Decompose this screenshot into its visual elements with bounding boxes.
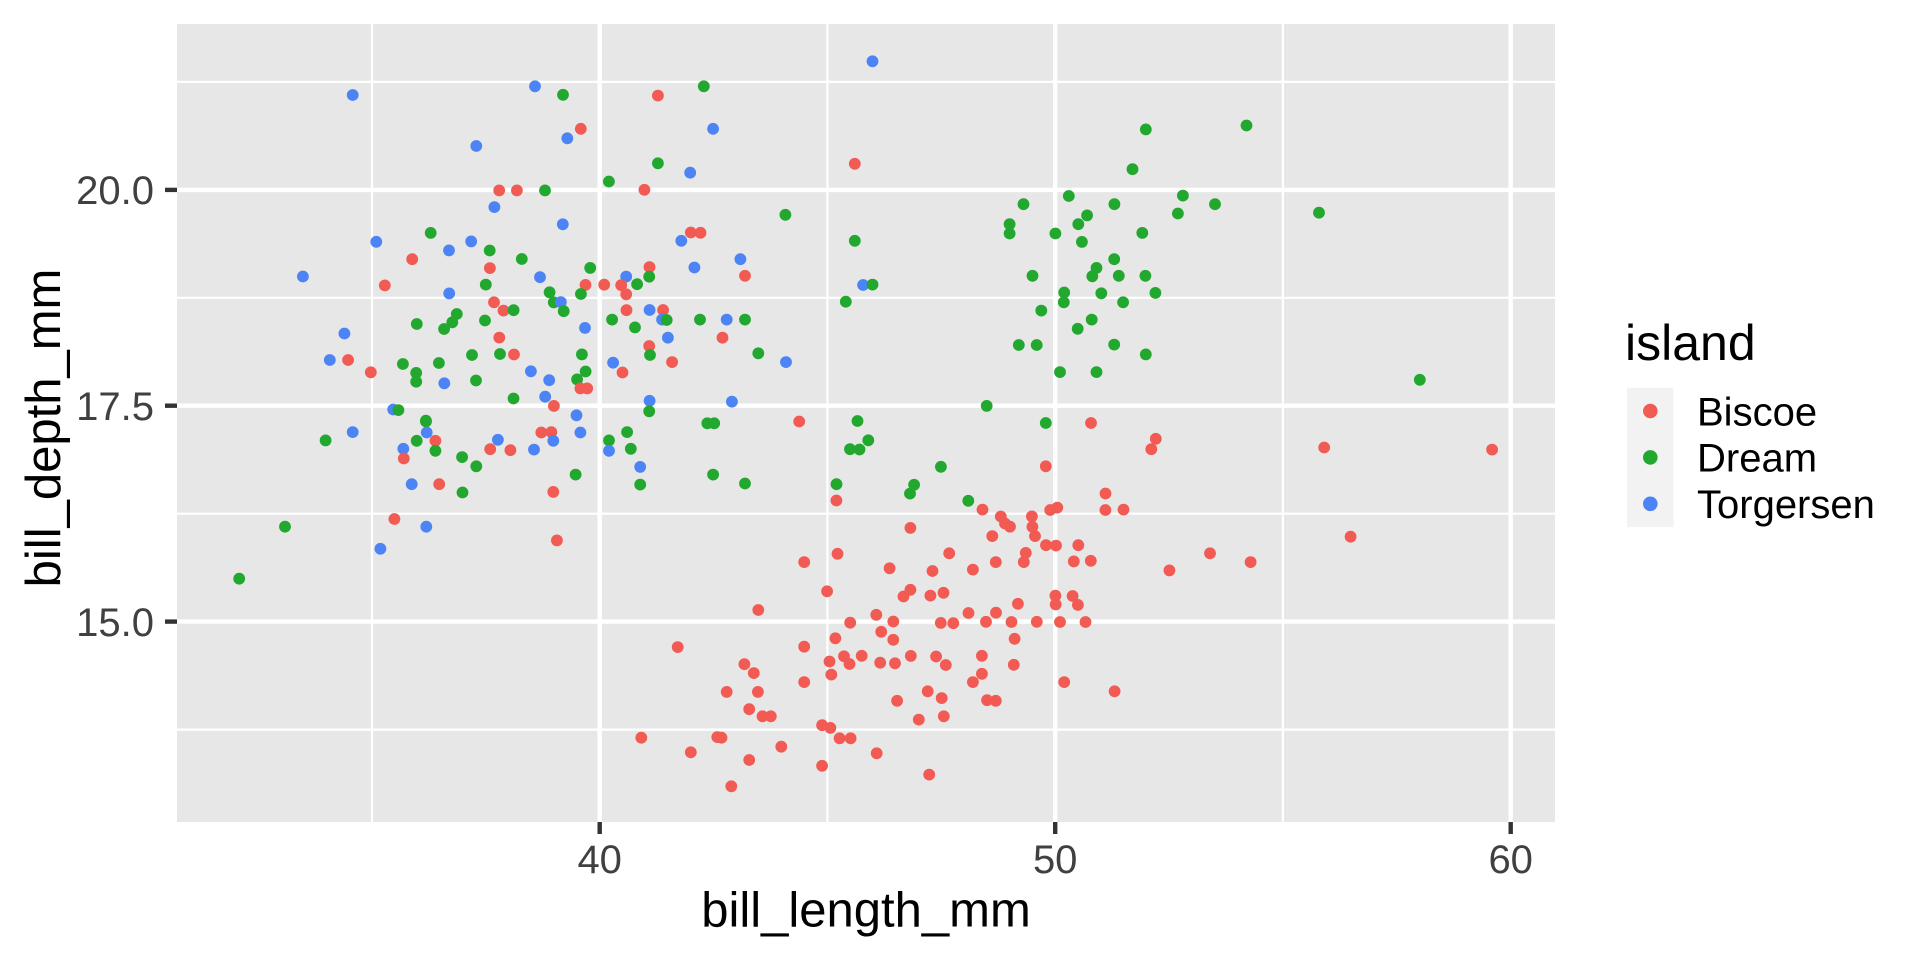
svg-text:20.0: 20.0 [76,169,154,213]
svg-text:bill_length_mm: bill_length_mm [701,884,1031,938]
svg-text:bill_depth_mm: bill_depth_mm [17,269,71,588]
svg-text:50: 50 [1033,838,1078,882]
svg-text:Dream: Dream [1697,437,1817,481]
svg-text:40: 40 [577,838,622,882]
svg-text:17.5: 17.5 [76,385,154,429]
svg-text:island: island [1625,315,1756,371]
svg-text:Torgersen: Torgersen [1697,483,1875,527]
svg-text:15.0: 15.0 [76,601,154,645]
svg-text:Biscoe: Biscoe [1697,390,1817,434]
svg-text:60: 60 [1488,838,1533,882]
